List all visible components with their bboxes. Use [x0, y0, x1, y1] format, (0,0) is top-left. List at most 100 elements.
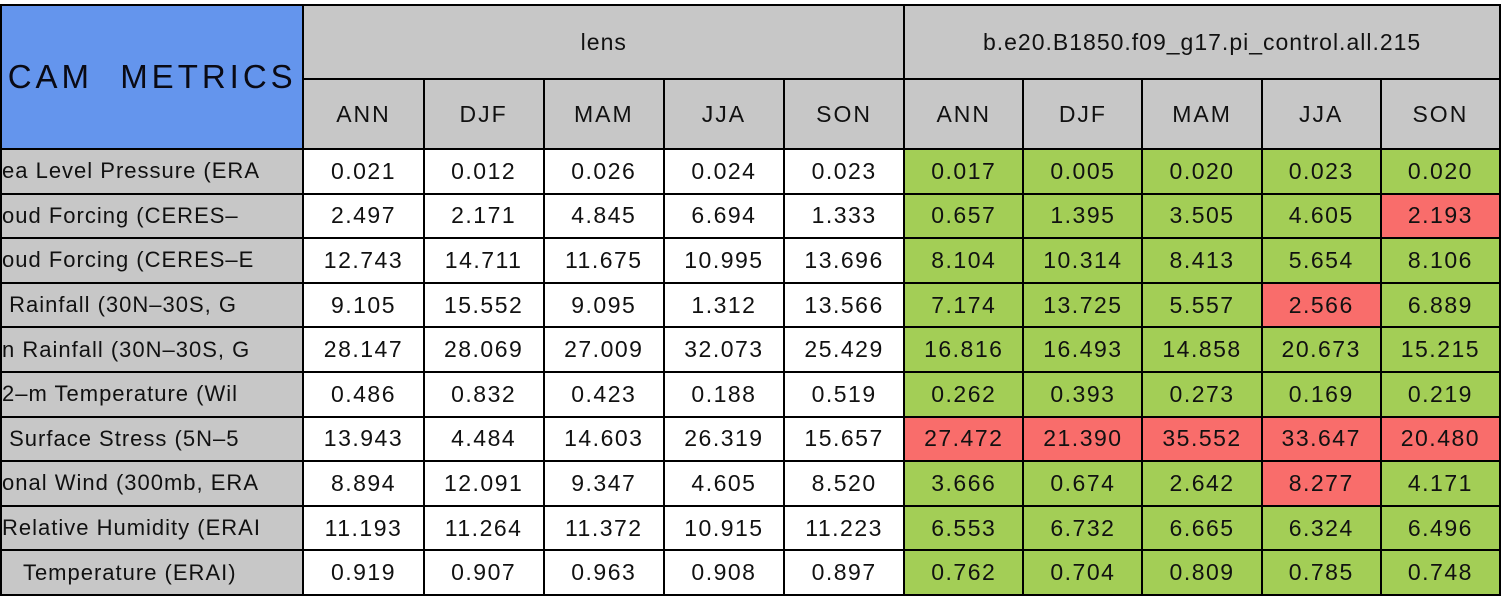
table-row: n Rainfall (30N–30S, G 28.147 28.069 27.009…: [0, 326, 1502, 373]
control-value-cell: 0.023: [1260, 148, 1382, 195]
lens-value-cell: 8.894: [302, 460, 425, 507]
control-value-cell: 3.505: [1141, 192, 1263, 240]
control-value-cell: 0.748: [1379, 549, 1502, 596]
lens-value-cell: 0.188: [662, 370, 786, 418]
lens-value-cell: 0.907: [422, 549, 545, 596]
metrics-table: CAM METRICS lens b.e20.B1850.f09_g17.pi_…: [0, 4, 1502, 596]
control-value-cell: 6.889: [1379, 281, 1502, 329]
season-header-control-son: SON: [1379, 78, 1502, 150]
control-value-cell: 0.674: [1022, 460, 1144, 507]
season-header-row: ANN DJF MAM JJA SON ANN DJF MAM JJA SON: [1, 78, 1502, 150]
group-header-control-case: b.e20.B1850.f09_g17.pi_control.all.215: [903, 4, 1501, 80]
season-header-control-jja: JJA: [1260, 78, 1382, 150]
control-value-cell: 8.413: [1141, 237, 1263, 284]
lens-value-cell: 12.091: [422, 460, 545, 507]
control-value-cell: 6.324: [1260, 504, 1382, 552]
row-label: Relative Humidity (ERAI: [0, 504, 305, 552]
control-value-cell: 15.215: [1379, 326, 1502, 373]
season-header-control-djf: DJF: [1022, 78, 1144, 150]
control-value-cell: 5.654: [1260, 237, 1382, 284]
row-label: n Rainfall (30N–30S, G: [0, 326, 305, 373]
lens-value-cell: 4.484: [422, 415, 545, 463]
control-value-cell: 10.314: [1022, 237, 1144, 284]
control-value-cell: 33.647: [1260, 415, 1382, 463]
lens-value-cell: 11.675: [542, 237, 665, 284]
lens-value-cell: 10.915: [662, 504, 786, 552]
lens-value-cell: 11.223: [783, 504, 906, 552]
control-value-cell: 8.106: [1379, 237, 1502, 284]
lens-value-cell: 1.333: [783, 192, 906, 240]
control-value-cell: 8.277: [1260, 460, 1382, 507]
season-header-lens-djf: DJF: [422, 78, 545, 150]
lens-value-cell: 0.919: [302, 549, 425, 596]
table-row: onal Wind (300mb, ERA 8.894 12.091 9.347 4.6…: [0, 460, 1502, 507]
lens-value-cell: 9.095: [542, 281, 665, 329]
control-value-cell: 0.219: [1379, 370, 1502, 418]
lens-value-cell: 13.566: [783, 281, 906, 329]
lens-value-cell: 0.832: [422, 370, 545, 418]
control-value-cell: 0.017: [903, 148, 1025, 195]
table-row: Surface Stress (5N–5 13.943 4.484 14.603 26.…: [0, 415, 1502, 463]
row-label: onal Wind (300mb, ERA: [0, 460, 305, 507]
lens-value-cell: 0.012: [422, 148, 545, 195]
lens-value-cell: 0.024: [662, 148, 786, 195]
season-header-lens-ann: ANN: [302, 78, 425, 150]
control-value-cell: 0.393: [1022, 370, 1144, 418]
control-value-cell: 20.673: [1260, 326, 1382, 373]
table-body: ea Level Pressure (ERA 0.021 0.012 0.026 0.0…: [0, 148, 1502, 596]
table-row: oud Forcing (CERES– 2.497 2.171 4.845 6.694 1…: [0, 192, 1502, 240]
control-value-cell: 1.395: [1022, 192, 1144, 240]
control-value-cell: 6.665: [1141, 504, 1263, 552]
lens-value-cell: 26.319: [662, 415, 786, 463]
group-header-row: CAM METRICS lens b.e20.B1850.f09_g17.pi_…: [0, 4, 1501, 150]
lens-value-cell: 15.552: [422, 281, 545, 329]
lens-value-cell: 11.372: [542, 504, 665, 552]
control-value-cell: 21.390: [1022, 415, 1144, 463]
season-header-lens-son: SON: [783, 78, 906, 150]
lens-value-cell: 0.026: [542, 148, 665, 195]
lens-value-cell: 4.605: [662, 460, 786, 507]
control-value-cell: 4.605: [1260, 192, 1382, 240]
control-value-cell: 14.858: [1141, 326, 1263, 373]
control-value-cell: 0.262: [903, 370, 1025, 418]
control-value-cell: 4.171: [1379, 460, 1502, 507]
season-header-lens-mam: MAM: [542, 78, 665, 150]
lens-value-cell: 11.264: [422, 504, 545, 552]
row-label: oud Forcing (CERES–: [0, 192, 305, 240]
lens-value-cell: 13.696: [783, 237, 906, 284]
lens-value-cell: 28.147: [302, 326, 425, 373]
lens-value-cell: 25.429: [783, 326, 906, 373]
lens-value-cell: 27.009: [542, 326, 665, 373]
control-value-cell: 2.566: [1260, 281, 1382, 329]
lens-value-cell: 9.105: [302, 281, 425, 329]
lens-value-cell: 0.908: [662, 549, 786, 596]
lens-value-cell: 0.023: [783, 148, 906, 195]
control-value-cell: 0.657: [903, 192, 1025, 240]
control-value-cell: 6.732: [1022, 504, 1144, 552]
season-header-control-mam: MAM: [1141, 78, 1263, 150]
table-row: Relative Humidity (ERAI 11.193 11.264 11.37…: [0, 504, 1502, 552]
control-value-cell: 0.273: [1141, 370, 1263, 418]
season-header-lens-jja: JJA: [662, 78, 786, 150]
lens-value-cell: 4.845: [542, 192, 665, 240]
control-value-cell: 2.642: [1141, 460, 1263, 507]
control-value-cell: 20.480: [1379, 415, 1502, 463]
lens-value-cell: 11.193: [302, 504, 425, 552]
lens-value-cell: 13.943: [302, 415, 425, 463]
lens-value-cell: 6.694: [662, 192, 786, 240]
control-value-cell: 5.557: [1141, 281, 1263, 329]
control-value-cell: 7.174: [903, 281, 1025, 329]
row-label: oud Forcing (CERES–E: [0, 237, 305, 284]
row-label: Temperature (ERAI): [0, 549, 305, 596]
control-value-cell: 27.472: [903, 415, 1025, 463]
control-value-cell: 0.020: [1141, 148, 1263, 195]
control-value-cell: 0.785: [1260, 549, 1382, 596]
lens-value-cell: 15.657: [783, 415, 906, 463]
control-value-cell: 35.552: [1141, 415, 1263, 463]
control-value-cell: 3.666: [903, 460, 1025, 507]
control-value-cell: 16.493: [1022, 326, 1144, 373]
table-row: Temperature (ERAI) 0.919 0.907 0.963 0.908 0.…: [0, 549, 1502, 596]
lens-value-cell: 10.995: [662, 237, 786, 284]
table-row: oud Forcing (CERES–E 12.743 14.711 11.675 10…: [0, 237, 1502, 284]
